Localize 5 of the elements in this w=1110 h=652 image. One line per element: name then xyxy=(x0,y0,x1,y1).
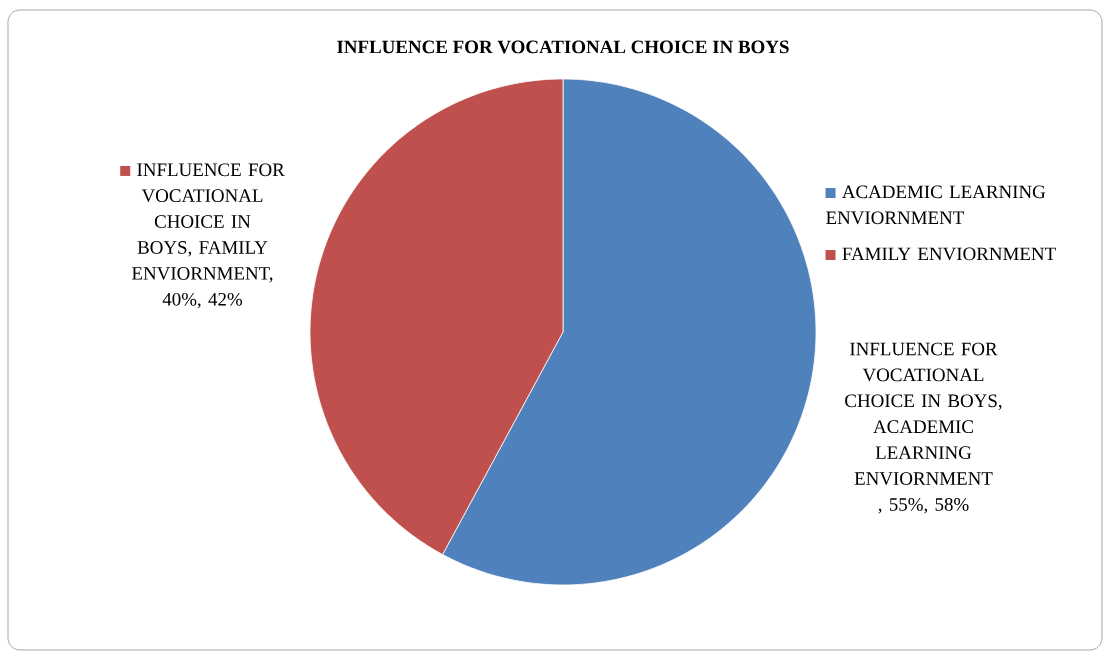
legend-label: ACADEMIC LEARNING ENVIORNMENT xyxy=(826,185,1046,225)
chart-title: INFLUENCE FOR VOCATIONAL CHOICE IN BOYS xyxy=(337,40,789,54)
legend-label: FAMILY ENVIORNMENT xyxy=(842,247,1056,261)
data-label: INFLUENCE FOR VOCATIONAL CHOICE IN BOYS, FAMILY ENVIORNMENT, 40%, 42% xyxy=(131,163,285,309)
data-label: INFLUENCE FOR VOCATIONAL CHOICE IN BOYS, ACADEMIC LEARNING ENVIORNMENT , 55%, 58% xyxy=(845,342,1002,514)
